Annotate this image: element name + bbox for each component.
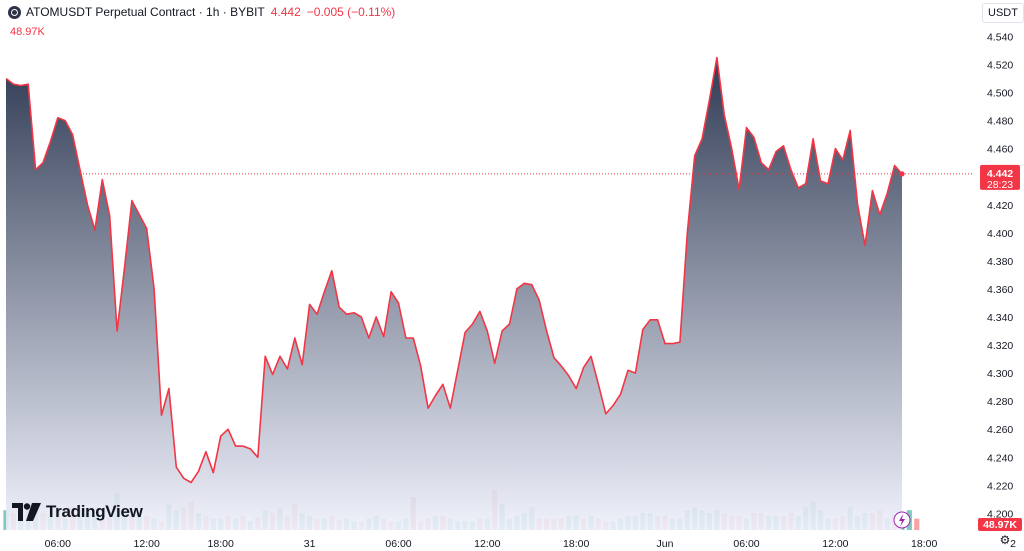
tradingview-logo-text: TradingView [46,502,143,521]
symbol-title[interactable]: ATOMUSDT Perpetual Contract · 1h · BYBIT [26,5,265,19]
y-tick-label: 4.500 [987,88,1013,100]
x-tick-label: 12:00 [474,538,500,550]
volume-bar [914,518,920,530]
price-tag-value: 4.442 [987,168,1013,180]
x-tick-label: 06:00 [733,538,759,550]
y-tick-label: 4.340 [987,312,1013,324]
volume-tag [978,518,1022,531]
last-price: 4.442 [270,5,301,19]
x-tick-label: 12:00 [822,538,848,550]
x-tick-label: 06:00 [45,538,71,550]
y-tick-label: 4.200 [987,508,1013,520]
atom-logo-icon [8,5,21,19]
volume-tag-value: 48.97K [983,519,1017,531]
y-tick-label: 4.460 [987,144,1013,156]
y-tick-label: 4.420 [987,200,1013,212]
y-tick-label: 4.540 [987,31,1013,43]
volume-bar [3,510,9,530]
lightning-bolt [899,514,905,527]
legend-row: ATOMUSDT Perpetual Contract · 1h · BYBIT… [8,4,395,20]
tradingview-logo-icon [12,503,41,521]
volume-legend-value: 48.97K [10,26,45,38]
x-tick-label: 2 [1010,538,1016,550]
y-tick-label: 4.480 [987,116,1013,128]
x-tick-label: 18:00 [563,538,589,550]
y-tick-label: 4.220 [987,480,1013,492]
y-tick-label: 4.400 [987,228,1013,240]
price-area [6,57,902,530]
y-tick-label: 4.260 [987,424,1013,436]
x-tick-label: 06:00 [385,538,411,550]
y-tick-label: 4.320 [987,340,1013,352]
price-change: −0.005 (−0.11%) [306,5,396,19]
y-tick-label: 4.380 [987,256,1013,268]
y-tick-label: 4.300 [987,368,1013,380]
price-tag-countdown: 28:23 [987,179,1013,191]
y-tick-label: 4.240 [987,452,1013,464]
x-tick-label: 12:00 [134,538,160,550]
price-line [5,56,903,484]
area-layer [5,56,903,530]
tradingview-logo[interactable]: TradingView [12,502,143,522]
x-tick-label: Jun [657,538,674,550]
y-tick-label: 4.360 [987,284,1013,296]
price-tag [980,164,1020,190]
x-tick-label: 18:00 [911,538,937,550]
x-tick-label: 31 [304,538,316,550]
gear-icon[interactable]: ⚙ [999,533,1011,547]
last-price-dot [899,171,905,177]
axes-layer: 4.5404.5204.5004.4804.4604.4404.4204.400… [45,31,1022,550]
x-tick-label: 18:00 [208,538,234,550]
y-tick-label: 4.520 [987,60,1013,72]
currency-button[interactable]: USDT [982,3,1024,23]
y-tick-label: 4.280 [987,396,1013,408]
